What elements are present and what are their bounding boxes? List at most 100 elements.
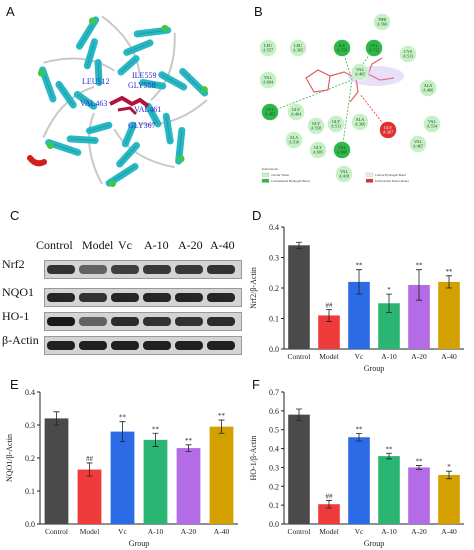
error-bar — [326, 308, 332, 322]
error-bar — [356, 433, 362, 442]
legend-title: Interactions — [262, 167, 279, 171]
panel-label-a: A — [6, 4, 15, 19]
x-tick-label: A-40 — [214, 527, 230, 536]
y-tick-label: 0.4 — [269, 445, 279, 454]
residue-node-label: VAL A:514 — [427, 119, 438, 129]
y-tick-label: 0.6 — [269, 407, 279, 416]
x-axis-label: Group — [364, 539, 384, 548]
blot-band — [47, 341, 75, 350]
residue-node-label: LEU A:557 — [263, 43, 273, 53]
y-axis-label: Nrf2/β-Actin — [250, 267, 258, 309]
x-tick-label: A-20 — [181, 527, 197, 536]
residue-node — [287, 103, 305, 121]
x-tick-label: Model — [319, 352, 339, 361]
x-tick-label: Model — [319, 527, 339, 536]
residue-node-label: GLY A:558 — [311, 121, 321, 131]
blot-band — [79, 265, 107, 274]
bar — [288, 245, 310, 349]
residue-node-label: LEU A:365 — [293, 43, 303, 53]
significance-label: ## — [326, 301, 334, 309]
residue-nodes: THR A:560 LEU A:557 LEU A:365 ILE A:559 VAL A:512… — [259, 13, 441, 183]
residue-node-label: GLY A:605 — [313, 145, 323, 155]
x-tick-label: A-10 — [148, 527, 164, 536]
residue-node-label: THR A:560 — [377, 17, 387, 27]
bar — [176, 448, 201, 524]
significance-label: ** — [386, 445, 394, 453]
y-tick-label: 0.7 — [269, 388, 279, 397]
blot-band — [111, 341, 139, 350]
x-tick-label: Vc — [355, 527, 364, 536]
bar — [143, 439, 168, 524]
legend-item-unfav: Unfavorable Donor-Donor — [375, 179, 410, 183]
blot-band — [47, 317, 75, 326]
blot-band — [143, 341, 171, 350]
blot-band — [47, 293, 75, 302]
legend-item-vdw: van der Waals — [271, 173, 290, 177]
legend-item-carbon: Carbon Hydrogen Bond — [375, 173, 406, 177]
residue-node-label: VAL A:512 — [369, 43, 379, 53]
significance-label: ** — [356, 425, 364, 433]
x-tick-label: Control — [288, 527, 311, 536]
blot-band — [207, 293, 235, 302]
bar — [348, 281, 370, 349]
y-tick-label: 0.1 — [269, 315, 279, 324]
x-tick-label: Control — [288, 352, 311, 361]
x-axis-label: Group — [129, 539, 149, 548]
x-tick-label: A-10 — [381, 352, 397, 361]
significance-label: ** — [119, 414, 127, 422]
residue-node — [409, 135, 427, 153]
bar — [408, 284, 430, 349]
blot-strip — [44, 336, 242, 355]
western-blot: Control Model Vc A-10 A-20 A-40 Nrf2 NQO1 HO-1 β… — [2, 228, 245, 358]
residue-node — [333, 141, 351, 159]
y-tick-label: 0.0 — [269, 520, 279, 529]
error-bar — [218, 419, 225, 434]
blot-protein-label: NQO1 — [2, 285, 34, 299]
x-tick-label: Model — [80, 527, 100, 536]
residue-node — [351, 63, 369, 81]
x-tick-label: Control — [45, 527, 68, 536]
blot-lane-label: A-40 — [210, 238, 235, 252]
residue-node — [285, 131, 303, 149]
residue-node — [259, 71, 277, 89]
residue-node-label: ALA A:466 — [423, 83, 433, 93]
bar — [348, 437, 370, 524]
error-bar — [152, 432, 159, 447]
blot-lane-label: Control — [36, 238, 73, 252]
significance-label: * — [387, 286, 391, 294]
residue-node-label: GLY A:464 — [291, 107, 302, 117]
blot-band — [79, 341, 107, 350]
residue-node — [327, 115, 345, 133]
y-tick-label: 0.1 — [269, 501, 279, 510]
y-tick-label: 0.2 — [269, 482, 279, 491]
y-tick-label: 0.1 — [25, 487, 35, 496]
axis-lines — [39, 392, 238, 525]
blot-band — [47, 265, 75, 274]
protein-ribbons — [27, 15, 209, 188]
blot-band — [111, 293, 139, 302]
residue-node-label: ILE A:559 — [337, 43, 347, 53]
blot-lane-label: Model — [82, 238, 114, 252]
residue-node-label: GLY A:511 — [331, 119, 341, 129]
bar — [438, 281, 460, 349]
y-axis-label: NQO1/β-Actin — [6, 434, 14, 482]
residue-label: LEU512 — [82, 77, 110, 86]
y-tick-label: 0.4 — [269, 223, 279, 232]
bar — [438, 474, 460, 524]
residue-node — [351, 113, 369, 131]
bar — [318, 504, 340, 524]
bar — [318, 315, 340, 349]
bar — [44, 418, 69, 524]
error-bar — [296, 241, 302, 249]
significance-label: ** — [416, 262, 424, 270]
panel-label-b: B — [254, 4, 263, 19]
residue-node-label: CYS A:513 — [403, 49, 413, 59]
blot-band — [207, 341, 235, 350]
residue-label: GLY558 — [128, 81, 156, 90]
interaction-legend: Interactions van der Waals Conventional … — [261, 167, 410, 183]
blot-band — [207, 265, 235, 274]
blot-band — [207, 317, 235, 326]
panel-label-f: F — [252, 377, 260, 392]
blot-band — [143, 265, 171, 274]
